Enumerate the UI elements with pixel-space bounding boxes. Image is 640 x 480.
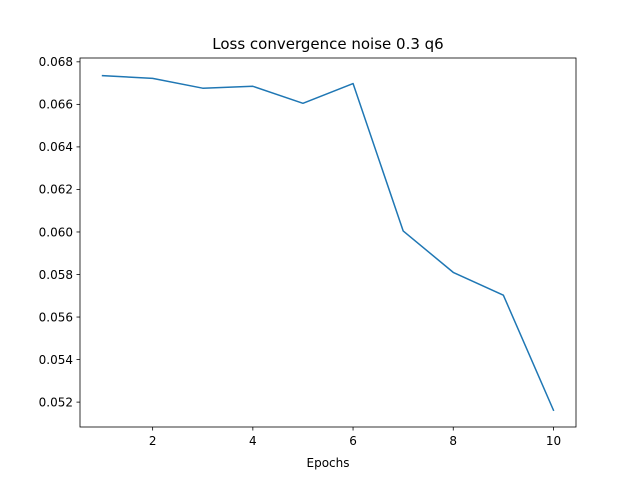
x-tick-label-8: 8 [449,434,457,448]
y-tick-label-0.060: 0.060 [39,225,73,239]
y-tick-label-0.054: 0.054 [39,353,73,367]
x-tick-label-2: 2 [149,434,157,448]
y-tick-label-0.052: 0.052 [39,395,73,409]
series-line-0 [101,74,555,412]
y-tick-label-0.058: 0.058 [39,268,73,282]
y-tick-label-0.056: 0.056 [39,310,73,324]
x-tick-label-6: 6 [349,434,357,448]
y-tick-label-0.062: 0.062 [39,183,73,197]
x-axis-label: Epochs [307,456,350,470]
axes-frame [79,57,577,428]
y-tick-label-0.068: 0.068 [39,55,73,69]
y-tick-label-0.064: 0.064 [39,140,73,154]
chart-title: Loss convergence noise 0.3 q6 [212,35,443,53]
x-tick-label-10: 10 [546,434,561,448]
y-tick-label-0.066: 0.066 [39,98,73,112]
plot-area: 2 4 6 8 10 0.052 0.054 0.056 0.058 0.060 0.062 0.06… [39,55,577,448]
x-tick-label-4: 4 [249,434,257,448]
